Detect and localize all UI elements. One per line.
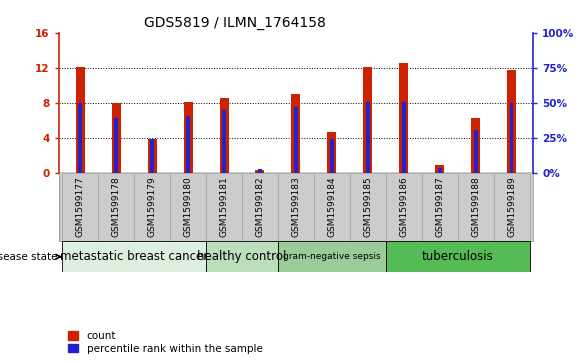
Bar [328,131,336,173]
Bar [112,103,121,173]
Bar [278,241,386,272]
Bar [220,98,229,173]
Text: GSM1599180: GSM1599180 [183,176,193,237]
Bar [350,173,386,241]
Bar [435,165,444,173]
Bar [134,173,170,241]
Bar [183,102,193,173]
Text: GSM1599185: GSM1599185 [363,176,372,237]
Text: GSM1599189: GSM1599189 [507,176,516,237]
Bar [186,116,190,173]
Bar [474,130,478,173]
Bar [206,173,242,241]
Text: GSM1599184: GSM1599184 [328,176,336,237]
Bar [62,173,98,241]
Bar [314,173,350,241]
Bar [507,70,516,173]
Bar [471,118,480,173]
Bar [114,118,118,173]
Text: GSM1599182: GSM1599182 [255,176,264,237]
Bar [402,102,406,173]
Bar [458,173,493,241]
Bar [386,241,530,272]
Bar [170,173,206,241]
Bar [278,173,314,241]
Bar [148,139,156,173]
Text: GSM1599181: GSM1599181 [220,176,229,237]
Text: GSM1599183: GSM1599183 [291,176,301,237]
Text: GSM1599178: GSM1599178 [112,176,121,237]
Bar [386,173,422,241]
Bar [206,241,278,272]
Bar [98,173,134,241]
Bar [363,67,372,173]
Text: healthy control: healthy control [197,250,287,263]
Bar [242,173,278,241]
Text: GSM1599186: GSM1599186 [399,176,408,237]
Bar [255,170,264,173]
Bar [258,169,262,173]
Bar [291,94,301,173]
Bar [366,102,370,173]
Bar [399,63,408,173]
Legend: count, percentile rank within the sample: count, percentile rank within the sample [64,327,267,358]
Bar [62,241,206,272]
Text: metastatic breast cancer: metastatic breast cancer [60,250,208,263]
Text: GSM1599179: GSM1599179 [148,176,156,237]
Bar [150,139,154,173]
Text: GSM1599188: GSM1599188 [471,176,480,237]
Text: GDS5819 / ILMN_1764158: GDS5819 / ILMN_1764158 [144,16,326,30]
Bar [76,67,84,173]
Bar [222,110,226,173]
Bar [422,173,458,241]
Text: GSM1599177: GSM1599177 [76,176,84,237]
Text: tuberculosis: tuberculosis [422,250,493,263]
Text: GSM1599187: GSM1599187 [435,176,444,237]
Bar [330,139,333,173]
Bar [79,103,82,173]
Bar [438,168,442,173]
Bar [493,173,530,241]
Text: gram-negative sepsis: gram-negative sepsis [283,252,381,261]
Text: disease state: disease state [0,252,58,262]
Bar [510,103,513,173]
Bar [294,107,298,173]
